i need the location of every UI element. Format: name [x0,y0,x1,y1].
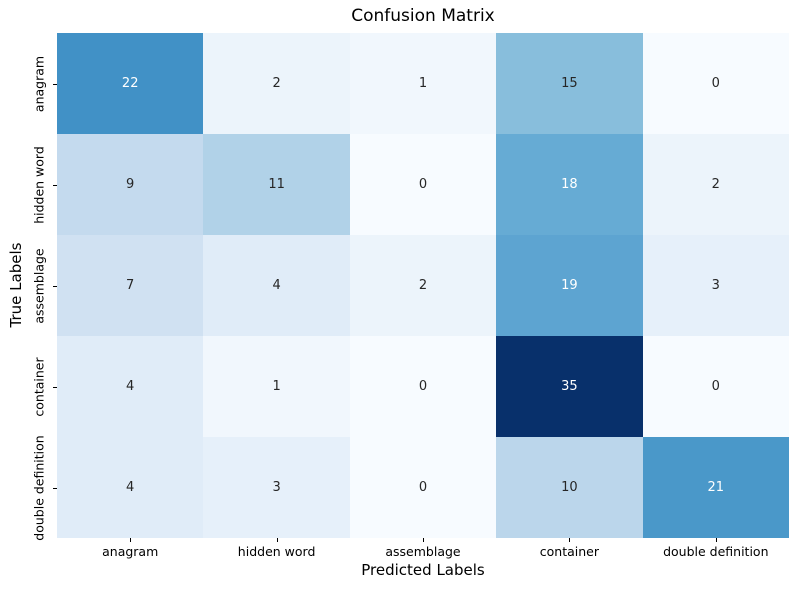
x-tick-label: hidden word [237,544,316,559]
x-tick-label: container [539,544,600,559]
cell-annotation: 10 [561,480,578,495]
heatmap-axes: 22 2 1 15 0 9 11 0 18 2 7 4 2 19 3 4 1 0 35 0 4 3 0 10 21 [57,33,789,538]
cell-annotation: 18 [561,177,578,192]
heatmap-cell: 2 [642,134,789,235]
cell-annotation: 3 [272,480,281,495]
cell-annotation: 0 [711,76,720,91]
cell-annotation: 9 [126,177,135,192]
chart-title: Confusion Matrix [351,6,495,26]
y-tick-mark [53,83,57,85]
y-tick-label: anagram [31,55,47,112]
y-tick-label: hidden word [31,145,47,224]
heatmap-cell: 11 [203,134,350,235]
y-tick-mark [53,386,57,388]
x-tick-mark [423,538,424,542]
heatmap-cell: 0 [349,134,497,235]
cell-annotation: 0 [418,480,428,495]
cell-annotation: 4 [272,278,281,293]
cell-annotation: 2 [711,177,720,192]
cell-annotation: 21 [707,480,725,495]
heatmap-cell: 9 [57,134,204,235]
heatmap-cell: 2 [349,235,497,336]
y-tick-mark [53,487,57,489]
heatmap-cell: 3 [203,437,350,538]
x-tick-label: assemblage [385,544,461,559]
heatmap-cell: 21 [642,437,789,538]
heatmap-cell: 35 [496,336,643,437]
heatmap-cell: 7 [57,235,204,336]
heatmap-cell: 0 [642,336,789,437]
cell-annotation: 7 [126,278,135,293]
x-axis-label: Predicted Labels [361,561,485,579]
heatmap-cell: 0 [642,33,789,134]
cell-annotation: 22 [121,76,139,91]
y-tick-label: assemblage [31,247,47,324]
cell-annotation: 0 [711,379,720,394]
cell-annotation: 2 [272,76,281,91]
heatmap-cell: 18 [496,134,643,235]
heatmap-cell: 2 [203,33,350,134]
heatmap-cell: 22 [57,33,204,134]
x-tick-mark [715,538,717,542]
heatmap-cell: 1 [349,33,497,134]
heatmap-cell: 3 [642,235,789,336]
y-tick-mark [53,285,57,287]
x-tick-mark [569,538,571,542]
cell-annotation: 19 [561,278,578,293]
cell-annotation: 15 [561,76,578,91]
cell-annotation: 4 [126,379,135,394]
heatmap-cell: 1 [203,336,350,437]
y-tick-label: double definition [31,434,47,541]
x-tick-mark [276,538,278,542]
x-tick-label: anagram [102,544,159,559]
cell-annotation: 1 [272,379,281,394]
cell-annotation: 35 [561,379,578,394]
heatmap-cell: 4 [57,437,204,538]
heatmap-cell: 19 [496,235,643,336]
heatmap-cell: 15 [496,33,643,134]
cell-annotation: 1 [418,76,428,91]
x-tick-mark [130,538,132,542]
cell-annotation: 2 [418,278,428,293]
heatmap-cell: 10 [496,437,643,538]
cell-annotation: 11 [268,177,285,192]
heatmap-cell: 4 [203,235,350,336]
x-tick-label: double definition [663,544,769,559]
heatmap-cell: 0 [349,336,497,437]
y-tick-label: container [31,356,47,417]
y-tick-mark [53,184,57,186]
cell-annotation: 0 [418,177,428,192]
cell-annotation: 4 [126,480,135,495]
heatmap-cell: 0 [349,437,497,538]
heatmap-cell: 4 [57,336,204,437]
cell-annotation: 0 [418,379,428,394]
cell-annotation: 3 [711,278,720,293]
y-axis-label: True Labels [7,242,25,328]
